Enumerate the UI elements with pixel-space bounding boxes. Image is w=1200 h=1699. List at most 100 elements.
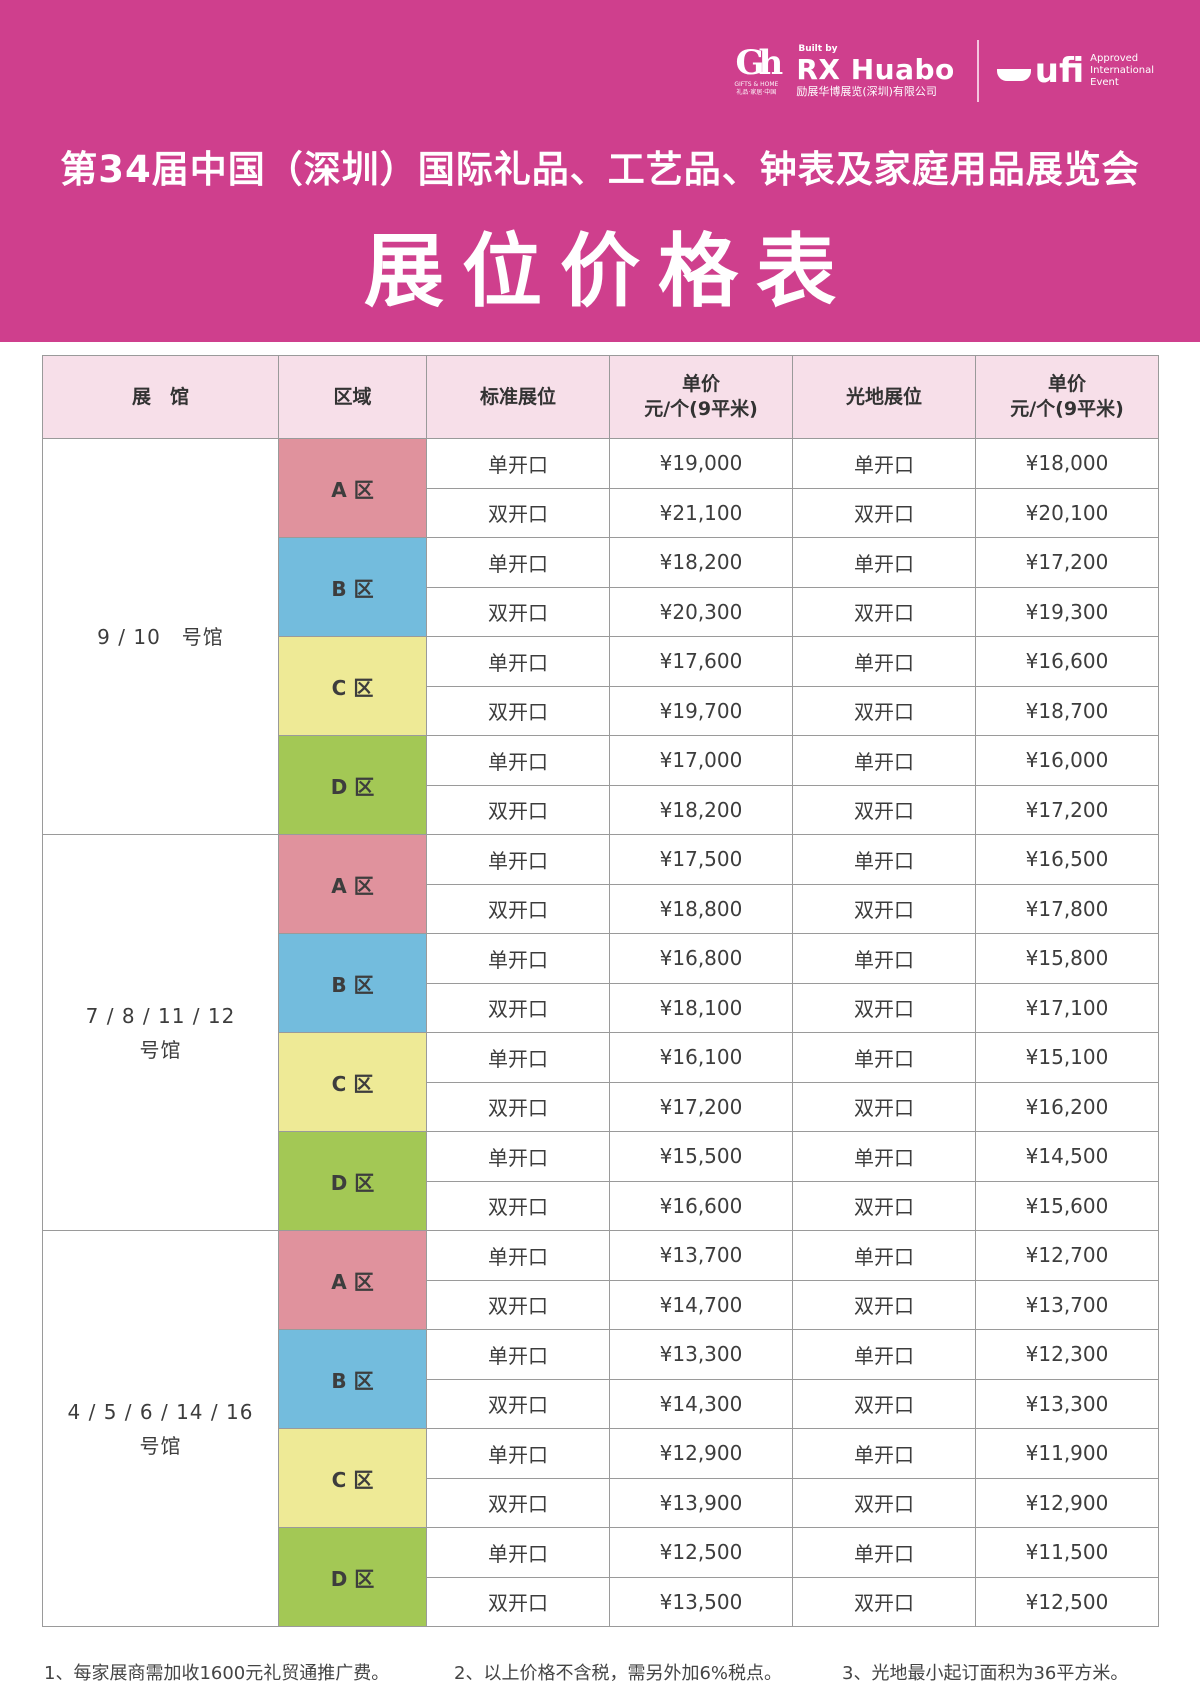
standard-booth-price: ¥16,800 [609, 933, 793, 984]
table-row: 双开口 ¥18,200 双开口 ¥17,200 [43, 784, 1159, 835]
table-row: 双开口 ¥14,700 双开口 ¥13,700 [43, 1279, 1159, 1330]
standard-booth-price: ¥17,200 [609, 1081, 793, 1132]
raw-space-price: ¥16,000 [975, 735, 1159, 786]
raw-space-price: ¥12,300 [975, 1329, 1159, 1380]
standard-booth-price: ¥17,000 [609, 735, 793, 786]
header-price-unit: 元/个(9平米) [644, 398, 758, 420]
zone-cell: A 区 [278, 1230, 427, 1330]
standard-booth-type: 双开口 [426, 1378, 610, 1429]
table-row: C 区单开口 ¥17,600 单开口 ¥16,600 [43, 636, 1159, 736]
raw-space-price: ¥17,200 [975, 784, 1159, 835]
table-row: 双开口 ¥19,700 双开口 ¥18,700 [43, 685, 1159, 736]
rx-huabo-brand: RX Huabo [796, 53, 955, 86]
raw-space-type: 双开口 [792, 1477, 976, 1528]
table-row: 双开口 ¥21,100 双开口 ¥20,100 [43, 487, 1159, 538]
standard-booth-type: 双开口 [426, 586, 610, 637]
standard-booth-type: 单开口 [426, 1131, 610, 1182]
standard-booth-type: 双开口 [426, 1576, 610, 1627]
hall-name-line: 号馆 [139, 1433, 182, 1458]
raw-space-type: 单开口 [792, 438, 976, 489]
ufi-word: ufi [1034, 51, 1085, 91]
table-row: 双开口 ¥18,800 双开口 ¥17,800 [43, 883, 1159, 934]
raw-space-type: 双开口 [792, 1576, 976, 1627]
raw-space-type: 双开口 [792, 784, 976, 835]
standard-booth-type: 双开口 [426, 883, 610, 934]
raw-space-type: 单开口 [792, 1428, 976, 1479]
footnote-1: 1、每家展商需加收1600元礼贸通推广费。 [44, 1663, 390, 1684]
standard-booth-price: ¥12,900 [609, 1428, 793, 1479]
footnote-3: 3、光地最小起订面积为36平方米。 [842, 1663, 1129, 1684]
header-hall: 展 馆 [42, 355, 279, 439]
standard-booth-price: ¥13,900 [609, 1477, 793, 1528]
page-title: 展位价格表 [364, 225, 854, 318]
raw-space-type: 双开口 [792, 1279, 976, 1330]
zone-cell: D 区 [278, 735, 427, 835]
raw-space-price: ¥15,600 [975, 1180, 1159, 1231]
raw-space-price: ¥15,100 [975, 1032, 1159, 1083]
standard-booth-type: 单开口 [426, 1527, 610, 1578]
raw-space-price: ¥12,700 [975, 1230, 1159, 1281]
header-price-label: 单价 [681, 373, 720, 395]
standard-booth-type: 双开口 [426, 487, 610, 538]
raw-space-type: 单开口 [792, 1527, 976, 1578]
rx-huabo-company: 励展华博展览(深圳)有限公司 [796, 85, 937, 98]
raw-space-type: 双开口 [792, 1081, 976, 1132]
standard-booth-type: 单开口 [426, 1032, 610, 1083]
raw-space-price: ¥14,500 [975, 1131, 1159, 1182]
raw-space-price: ¥11,500 [975, 1527, 1159, 1578]
header-raw-space: 光地展位 [792, 355, 976, 439]
table-row: B 区单开口 ¥18,200 单开口 ¥17,200 [43, 537, 1159, 637]
raw-space-type: 单开口 [792, 933, 976, 984]
standard-booth-type: 双开口 [426, 1477, 610, 1528]
raw-space-type: 单开口 [792, 1230, 976, 1281]
raw-space-type: 单开口 [792, 1032, 976, 1083]
raw-space-price: ¥15,800 [975, 933, 1159, 984]
raw-space-price: ¥16,500 [975, 834, 1159, 885]
zone-cell: B 区 [278, 1329, 427, 1429]
raw-space-type: 单开口 [792, 636, 976, 687]
table-row: 双开口 ¥13,500 双开口 ¥12,500 [43, 1576, 1159, 1627]
table-row: 双开口 ¥20,300 双开口 ¥19,300 [43, 586, 1159, 637]
standard-booth-price: ¥15,500 [609, 1131, 793, 1182]
standard-booth-price: ¥17,600 [609, 636, 793, 687]
raw-space-price: ¥13,700 [975, 1279, 1159, 1330]
hall-name-line: 7 / 8 / 11 / 12 [85, 1003, 236, 1028]
raw-space-price: ¥20,100 [975, 487, 1159, 538]
standard-booth-price: ¥20,300 [609, 586, 793, 637]
raw-space-type: 单开口 [792, 1131, 976, 1182]
raw-space-type: 双开口 [792, 883, 976, 934]
logo-group: Gh GIFTS & HOME 礼品·家居·中国 Built by RX Hua… [726, 36, 1154, 106]
zone-cell: C 区 [278, 636, 427, 736]
standard-booth-type: 单开口 [426, 1230, 610, 1281]
gifts-home-logo-text: GIFTS & HOME [734, 81, 779, 88]
raw-space-type: 双开口 [792, 982, 976, 1033]
standard-booth-type: 单开口 [426, 636, 610, 687]
table-row: 双开口 ¥13,900 双开口 ¥12,900 [43, 1477, 1159, 1528]
raw-space-price: ¥19,300 [975, 586, 1159, 637]
table-row: 双开口 ¥18,100 双开口 ¥17,100 [43, 982, 1159, 1033]
footnotes: 1、每家展商需加收1600元礼贸通推广费。 2、以上价格不含税，需另外加6%税点… [44, 1660, 1160, 1688]
standard-booth-price: ¥14,300 [609, 1378, 793, 1429]
table-row: 9 / 10 号馆 A 区单开口 ¥19,000 单开口 ¥18,000 [42, 438, 1159, 835]
raw-space-type: 双开口 [792, 685, 976, 736]
standard-booth-price: ¥21,100 [609, 487, 793, 538]
raw-space-price: ¥16,200 [975, 1081, 1159, 1132]
raw-space-price: ¥17,800 [975, 883, 1159, 934]
raw-space-price: ¥18,700 [975, 685, 1159, 736]
ufi-logo: ufi Approved International Event [996, 51, 1154, 91]
standard-booth-price: ¥19,700 [609, 685, 793, 736]
standard-booth-type: 双开口 [426, 685, 610, 736]
standard-booth-type: 单开口 [426, 438, 610, 489]
logo-divider [976, 40, 979, 102]
price-table: 展 馆 区域 标准展位 单价 元/个(9平米) 光地展位 单价 元/个(9平米)… [42, 355, 1159, 1627]
header-zone: 区域 [278, 355, 427, 439]
raw-space-type: 单开口 [792, 1329, 976, 1380]
hall-name-line: 号馆 [139, 1037, 182, 1062]
standard-booth-type: 双开口 [426, 784, 610, 835]
table-header-row: 展 馆 区域 标准展位 单价 元/个(9平米) 光地展位 单价 元/个(9平米) [42, 355, 1159, 439]
zone-cell: B 区 [278, 933, 427, 1033]
header-standard-price: 单价 元/个(9平米) [609, 355, 793, 439]
ufi-approved-text: Approved International Event [1090, 53, 1154, 89]
standard-booth-price: ¥18,200 [609, 537, 793, 588]
raw-space-type: 单开口 [792, 537, 976, 588]
